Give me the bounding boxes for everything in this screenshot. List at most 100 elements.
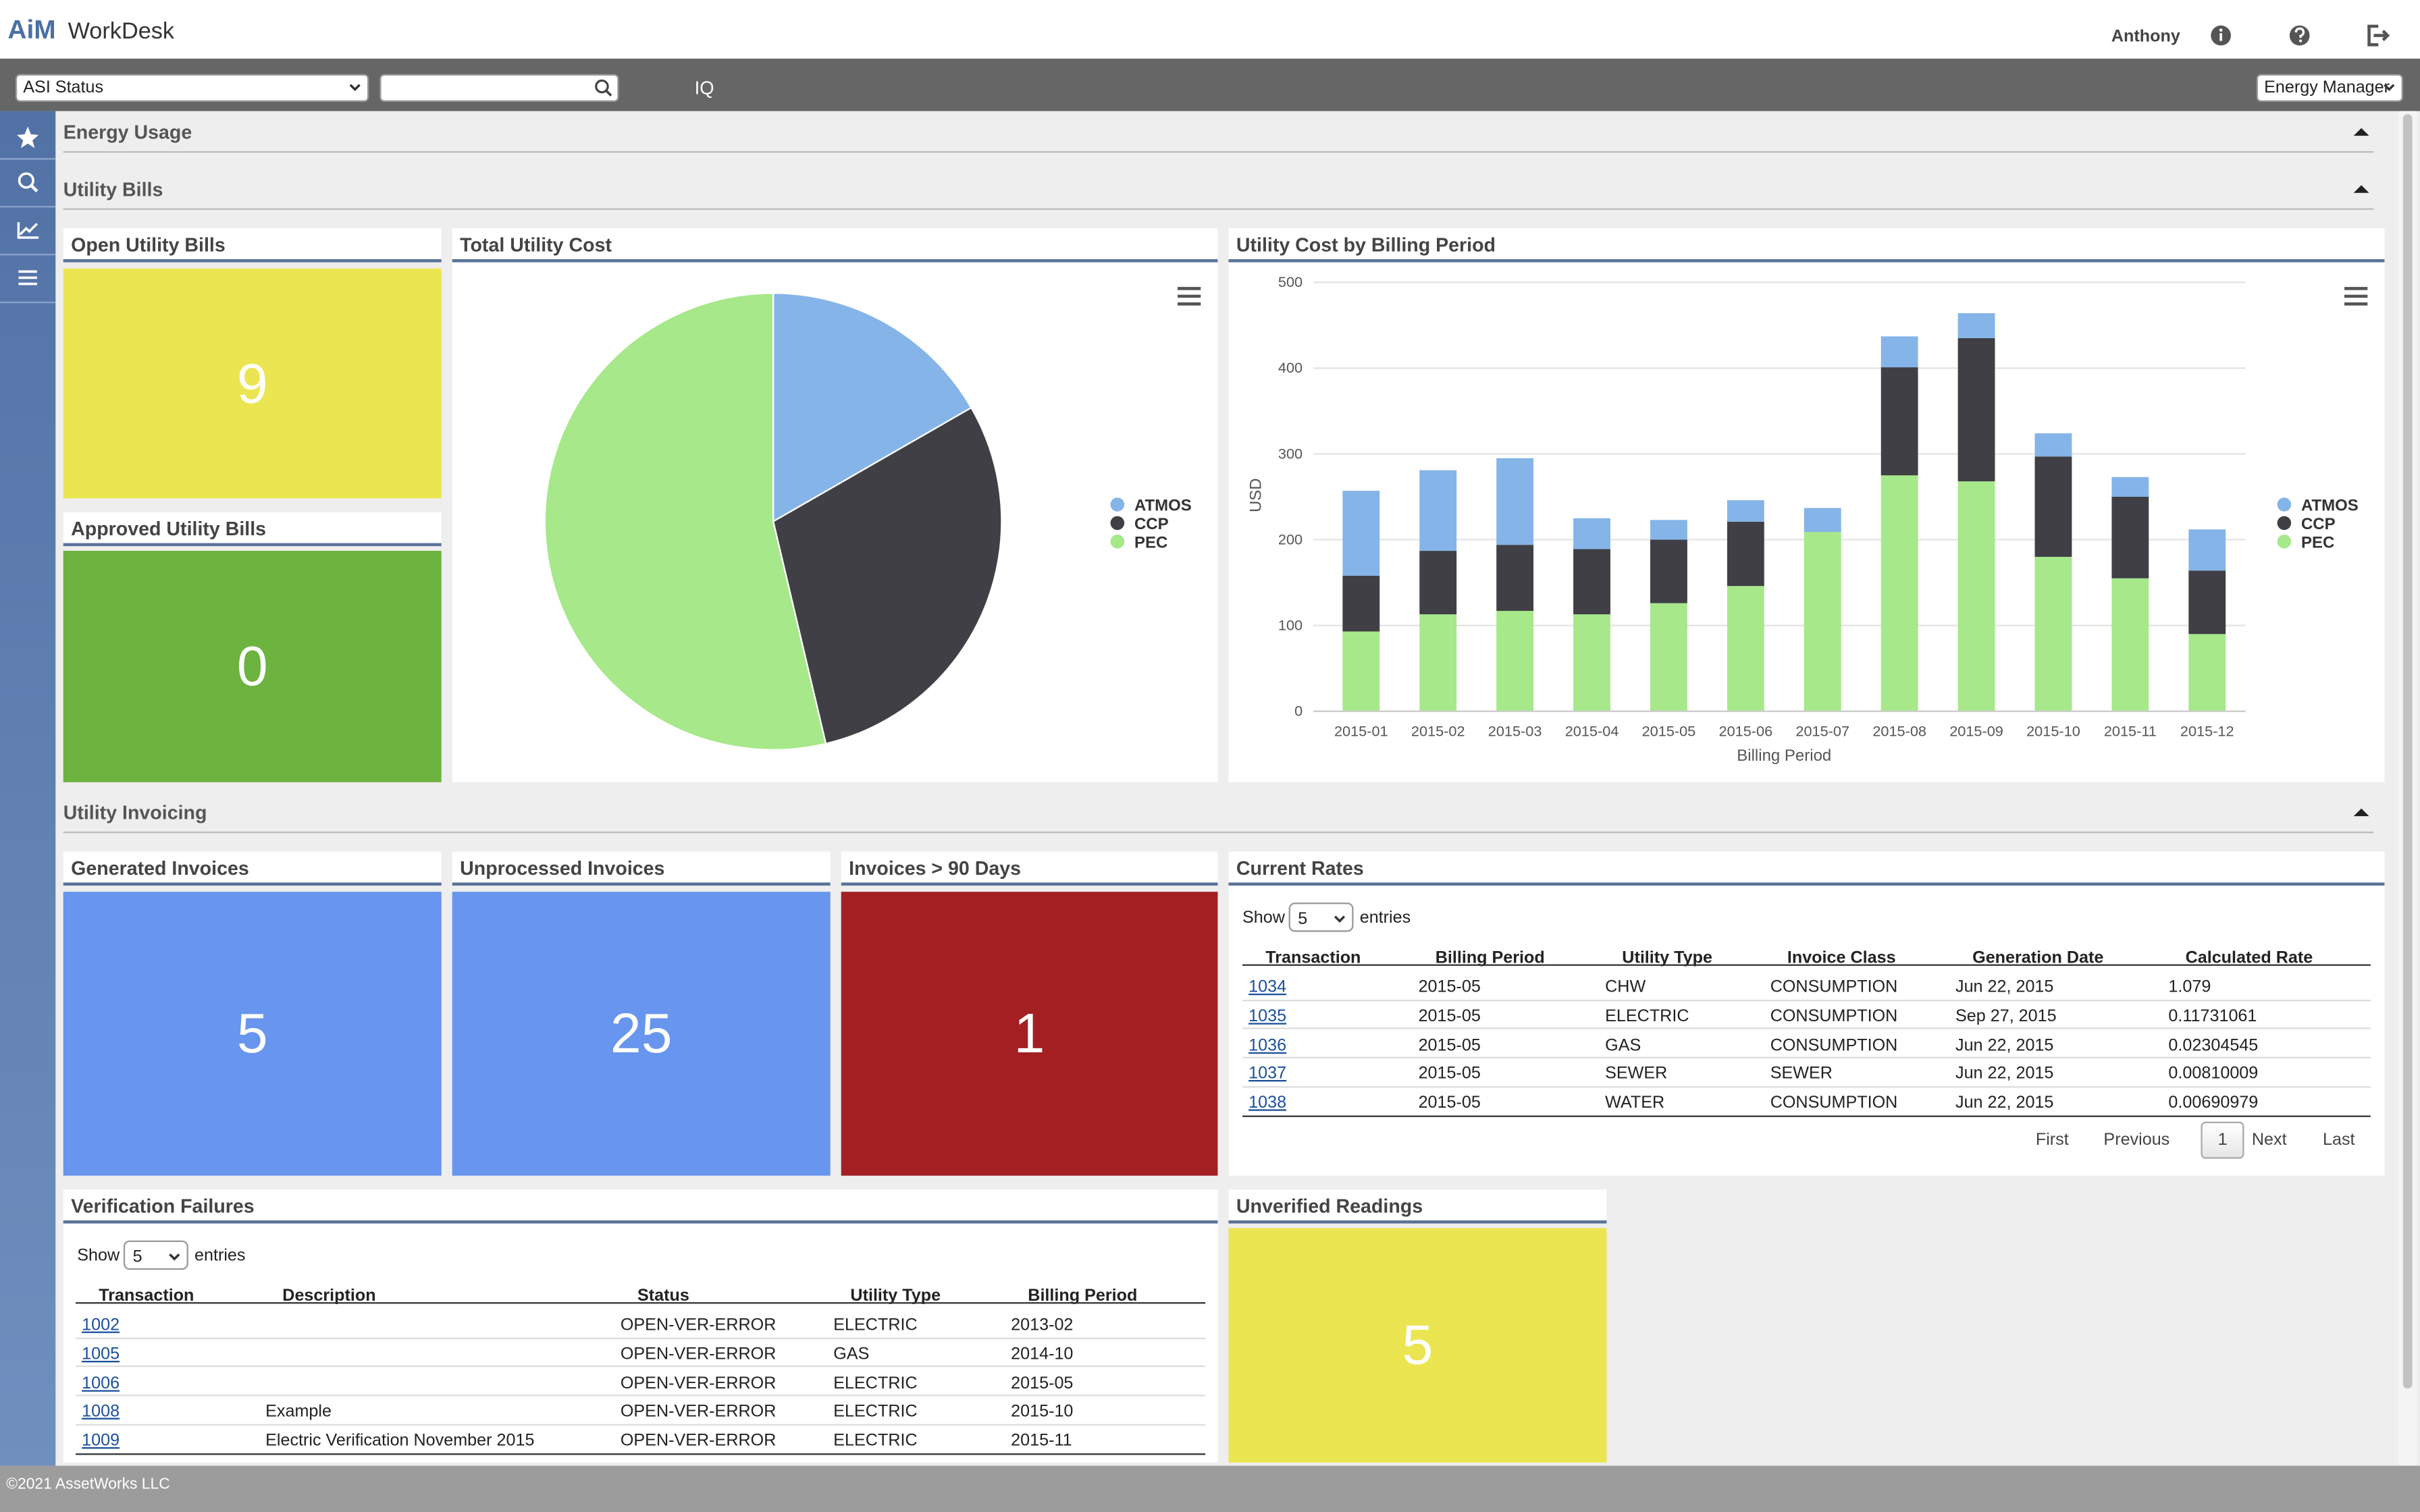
panel-title: Current Rates	[1228, 851, 2385, 886]
y-axis-title: USD	[1246, 478, 1265, 512]
table-cell: Electric Verification November 2015	[265, 1432, 535, 1451]
table-cell: CONSUMPTION	[1770, 978, 1898, 997]
section-title: Utility Invoicing	[63, 802, 207, 824]
y-tick-label: 300	[1278, 445, 1303, 462]
search-icon[interactable]	[594, 79, 612, 97]
chart-menu[interactable]	[2344, 287, 2368, 306]
count-tile[interactable]: 25	[452, 892, 831, 1176]
section-header[interactable]: Utility Invoicing	[63, 794, 2374, 834]
collapse-arrow[interactable]	[2353, 808, 2369, 817]
row-rule	[1242, 1114, 2371, 1117]
row-rule	[75, 1366, 1206, 1368]
search-input[interactable]	[379, 74, 619, 102]
collapse-arrow[interactable]	[2353, 185, 2369, 193]
search-icon[interactable]	[18, 172, 38, 193]
table-cell: 0.11731061	[2168, 1007, 2257, 1026]
pie-slice	[772, 406, 1003, 745]
count-tile[interactable]: 1	[841, 892, 1218, 1176]
transaction-link[interactable]: 1008	[82, 1403, 120, 1422]
column-header[interactable]: Utility Type	[850, 1287, 941, 1305]
user-name[interactable]: Anthony	[2111, 28, 2180, 47]
table-cell: 2015-10	[1011, 1403, 1074, 1422]
transaction-link[interactable]: 1034	[1248, 978, 1287, 997]
section-title: Utility Bills	[63, 179, 163, 201]
bar-segment	[2111, 578, 2149, 711]
iq-button[interactable]: IQ	[694, 77, 714, 99]
x-tick-label: 2015-06	[1719, 722, 1773, 739]
transaction-link[interactable]: 1009	[82, 1432, 120, 1451]
panel-title: Verification Failures	[63, 1189, 1218, 1224]
role-select[interactable]: Energy Manager	[2256, 74, 2403, 102]
pagination-button[interactable]: Previous	[2103, 1131, 2170, 1150]
bar-segment	[1957, 338, 1995, 482]
table-cell: WATER	[1605, 1094, 1665, 1113]
collapse-arrow[interactable]	[2353, 128, 2369, 136]
bar-segment	[1573, 614, 1610, 711]
row-rule	[1242, 1027, 2371, 1030]
x-tick-label: 2015-05	[1642, 722, 1696, 739]
menu-icon[interactable]	[18, 270, 37, 286]
page-size-select[interactable]: 5	[1288, 902, 1354, 932]
transaction-link[interactable]: 1005	[82, 1345, 120, 1364]
table-cell: 2015-05	[1418, 1036, 1481, 1055]
scroll-thumb[interactable]	[2402, 114, 2413, 1389]
reports-icon[interactable]	[17, 222, 39, 239]
table-cell: 2013-02	[1011, 1316, 1074, 1335]
bar-segment	[1342, 575, 1380, 632]
bar-segment	[2188, 529, 2226, 571]
logout-icon[interactable]	[2367, 24, 2390, 47]
bar-segment	[2034, 433, 2072, 457]
bar-segment	[1880, 367, 1918, 476]
section-header[interactable]: Energy Usage	[63, 114, 2374, 153]
table-cell: 0.00810009	[2168, 1065, 2259, 1084]
x-tick-label: 2015-03	[1488, 722, 1542, 739]
info-icon[interactable]	[2211, 25, 2231, 46]
status-select[interactable]: ASI Status	[15, 74, 369, 102]
pagination-button[interactable]: Next	[2251, 1131, 2287, 1150]
panel-title: Unprocessed Invoices	[452, 851, 831, 886]
x-tick-label: 2015-08	[1872, 722, 1926, 739]
favorites-icon[interactable]	[17, 126, 39, 148]
table-cell: 2015-05	[1418, 1007, 1481, 1026]
legend-swatch	[2277, 497, 2292, 512]
transaction-link[interactable]: 1035	[1248, 1007, 1287, 1026]
count-tile[interactable]: 0	[63, 550, 442, 782]
count-tile[interactable]: 5	[63, 892, 442, 1176]
pagination-button[interactable]: First	[2035, 1131, 2069, 1150]
legend-swatch	[2277, 534, 2292, 549]
page-size-select[interactable]: 5	[123, 1240, 188, 1270]
panel-title: Unverified Readings	[1228, 1189, 1607, 1224]
help-icon[interactable]	[2289, 25, 2310, 46]
column-header[interactable]: Transaction	[99, 1287, 194, 1305]
count-tile[interactable]: 5	[1228, 1228, 1607, 1463]
column-header[interactable]: Description	[282, 1287, 376, 1305]
pagination-button[interactable]: Last	[2322, 1131, 2355, 1150]
transaction-link[interactable]: 1006	[82, 1374, 120, 1393]
table-cell: CHW	[1605, 978, 1646, 997]
count-tile[interactable]: 9	[63, 268, 442, 499]
section-header[interactable]: Utility Bills	[63, 171, 2374, 210]
table-cell: 1.079	[2168, 978, 2211, 997]
chart-menu[interactable]	[1177, 287, 1201, 306]
y-tick-label: 500	[1278, 273, 1303, 290]
bar-segment	[2111, 496, 2149, 578]
table-cell: GAS	[1605, 1036, 1641, 1055]
bar-segment	[1573, 549, 1610, 615]
transaction-link[interactable]: 1036	[1248, 1036, 1287, 1055]
sidebar-icons	[0, 126, 56, 304]
table-cell: OPEN-VER-ERROR	[620, 1316, 777, 1335]
sidebar	[0, 111, 56, 1466]
panel-title: Open Utility Bills	[63, 228, 442, 263]
column-header[interactable]: Billing Period	[1028, 1287, 1138, 1305]
transaction-link[interactable]: 1038	[1248, 1094, 1287, 1113]
column-header[interactable]: Status	[637, 1287, 689, 1305]
transaction-link[interactable]: 1037	[1248, 1065, 1287, 1084]
scrollbar[interactable]	[2398, 111, 2417, 1466]
role-select-label: Energy Manager	[2264, 78, 2390, 97]
legend-label: PEC	[2301, 533, 2334, 551]
x-tick-label: 2015-12	[2180, 722, 2234, 739]
bar-segment	[1880, 475, 1918, 711]
transaction-link[interactable]: 1002	[82, 1316, 120, 1335]
bar-segment	[1342, 491, 1380, 576]
pagination-button[interactable]: 1	[2201, 1121, 2244, 1159]
